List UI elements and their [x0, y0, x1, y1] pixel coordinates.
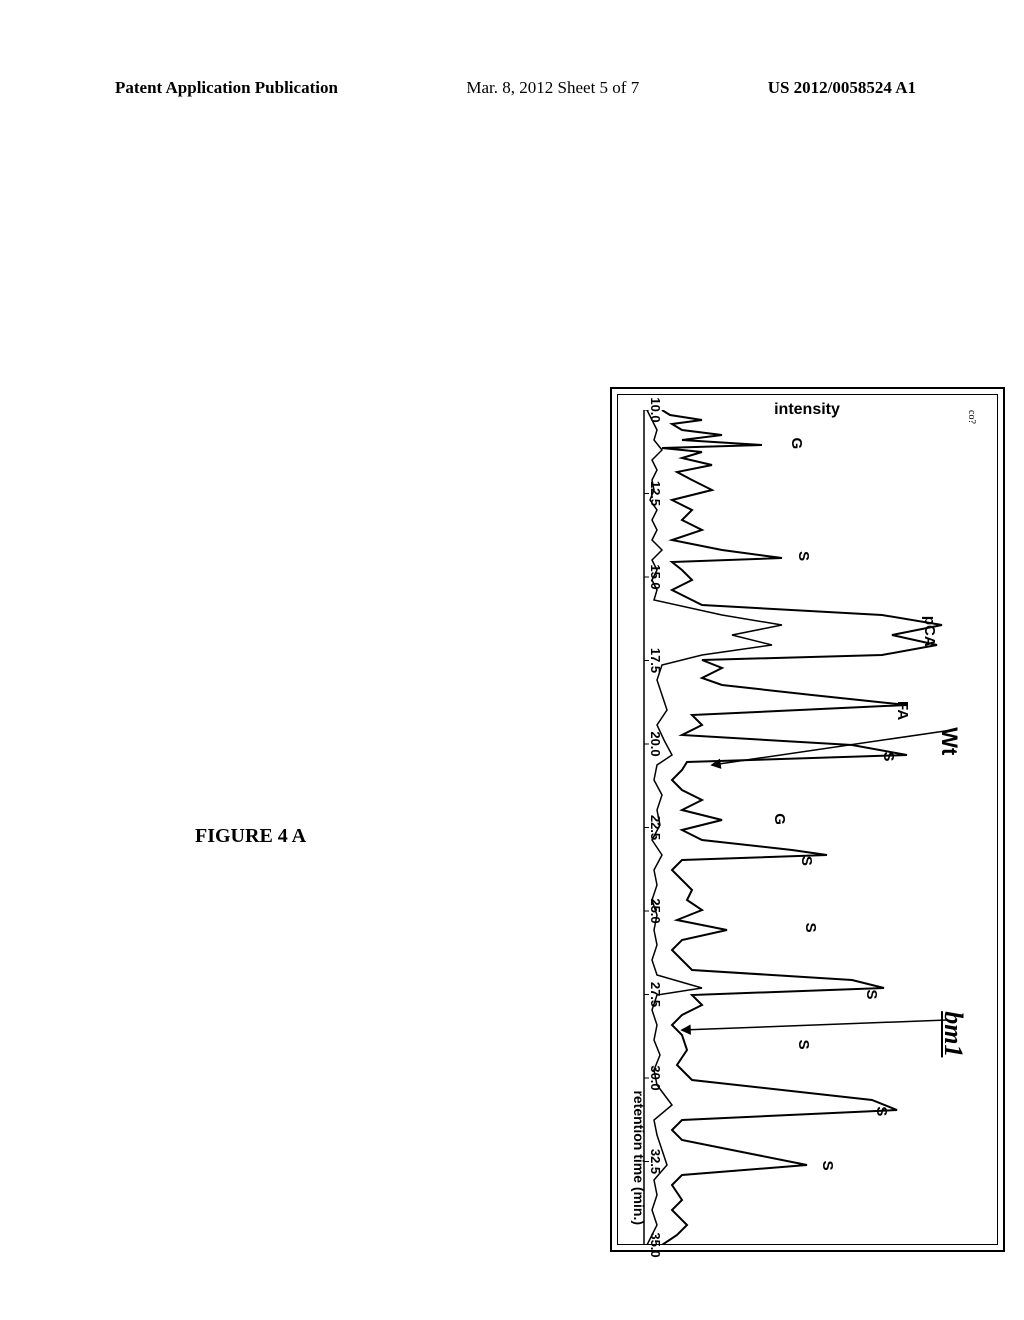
x-tick: 12.5 — [648, 481, 663, 506]
header-right: US 2012/0058524 A1 — [768, 78, 916, 98]
bm1-arrow — [682, 1020, 947, 1034]
peak-label: S — [795, 1040, 812, 1050]
peak-label: S — [795, 551, 812, 561]
x-tick: 35.0 — [648, 1232, 663, 1257]
peak-label: G — [771, 813, 788, 825]
peak-label: S — [819, 1161, 836, 1171]
plot-area: GcSpCAFASGoSSSS?SS Wtbm1 — [642, 410, 982, 1245]
peak-label: S — [798, 856, 815, 866]
x-tick: 22.5 — [648, 815, 663, 840]
x-tick: 25.0 — [648, 898, 663, 923]
figure-label: FIGURE 4 A — [195, 825, 306, 848]
chart-container: intensity G — [140, 387, 1005, 782]
page-header: Patent Application Publication Mar. 8, 2… — [0, 78, 1024, 98]
chart-inner: intensity G — [617, 394, 998, 1245]
x-tick: 30.0 — [648, 1065, 663, 1090]
wt-trace — [662, 410, 942, 1245]
peak-label: pCA — [921, 616, 938, 647]
peak-label: G — [788, 438, 805, 450]
header-center: Mar. 8, 2012 Sheet 5 of 7 — [466, 78, 639, 98]
x-tick: 15.0 — [648, 564, 663, 589]
x-tick: 10.0 — [648, 397, 663, 422]
x-axis-label: retention time (min.) — [631, 1090, 647, 1225]
legend-label: bm1 — [938, 1011, 968, 1057]
peak-label: FA — [894, 701, 911, 720]
peak-label: S — [873, 1106, 890, 1116]
peak-label: S — [880, 752, 897, 762]
legend-label: Wt — [936, 727, 962, 755]
chromatogram-svg — [642, 410, 982, 1245]
x-tick: 27.5 — [648, 982, 663, 1007]
x-tick: 17.5 — [648, 648, 663, 673]
bm1-trace — [647, 410, 782, 1245]
x-tick: 32.5 — [648, 1149, 663, 1174]
x-tick: 20.0 — [648, 731, 663, 756]
wt-arrow — [712, 730, 952, 768]
chart-border: intensity G — [610, 387, 1005, 1252]
x-axis: 10.012.515.017.520.022.525.027.530.032.5… — [633, 410, 663, 1245]
header-left: Patent Application Publication — [115, 78, 338, 98]
peak-label: S — [863, 989, 880, 999]
peak-label: S — [802, 923, 819, 933]
